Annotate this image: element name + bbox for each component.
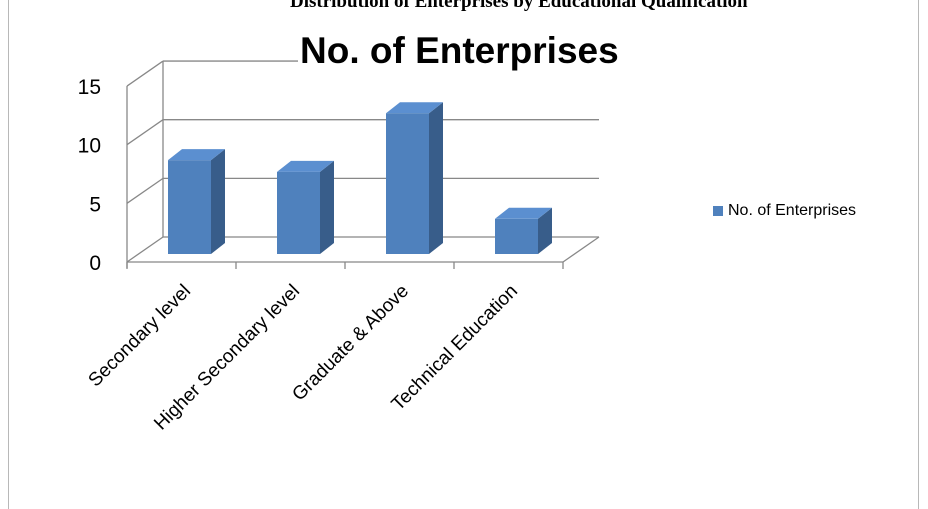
gridline-depth-5: [126, 177, 164, 204]
gridline-depth-15: [126, 60, 164, 87]
y-tick-label-15: 15: [78, 76, 101, 99]
bar-top: [168, 149, 225, 161]
bar: [168, 160, 211, 254]
gridline-depth-0: [126, 236, 164, 263]
floor-right-edge: [562, 236, 600, 263]
bar: [386, 113, 429, 255]
legend-swatch: [713, 206, 723, 216]
bar-side: [320, 160, 334, 254]
frame-left-border: [8, 0, 9, 509]
bar-side: [429, 102, 443, 255]
y-tick-label-10: 10: [78, 135, 101, 158]
gridline-depth-10: [126, 119, 164, 146]
x-tick-label: Secondary level: [85, 281, 195, 391]
bar-top: [495, 207, 552, 219]
bar: [495, 218, 538, 254]
bar-side: [538, 207, 552, 254]
x-tick-label: Graduate & Above: [288, 281, 413, 406]
y-tick-label-0: 0: [89, 252, 101, 275]
chart-title: No. of Enterprises: [298, 30, 621, 72]
document-heading: Distribution of Enterprises by Education…: [290, 0, 748, 12]
bar-side: [211, 149, 225, 254]
x-tick-label: Technical Education: [388, 281, 522, 415]
frame-right-border: [918, 0, 919, 509]
bar-top: [386, 102, 443, 114]
legend: No. of Enterprises: [713, 202, 856, 220]
y-tick-label-5: 5: [89, 193, 101, 216]
bar-top: [277, 160, 334, 172]
legend-label: No. of Enterprises: [728, 202, 857, 219]
bar: [277, 171, 320, 254]
